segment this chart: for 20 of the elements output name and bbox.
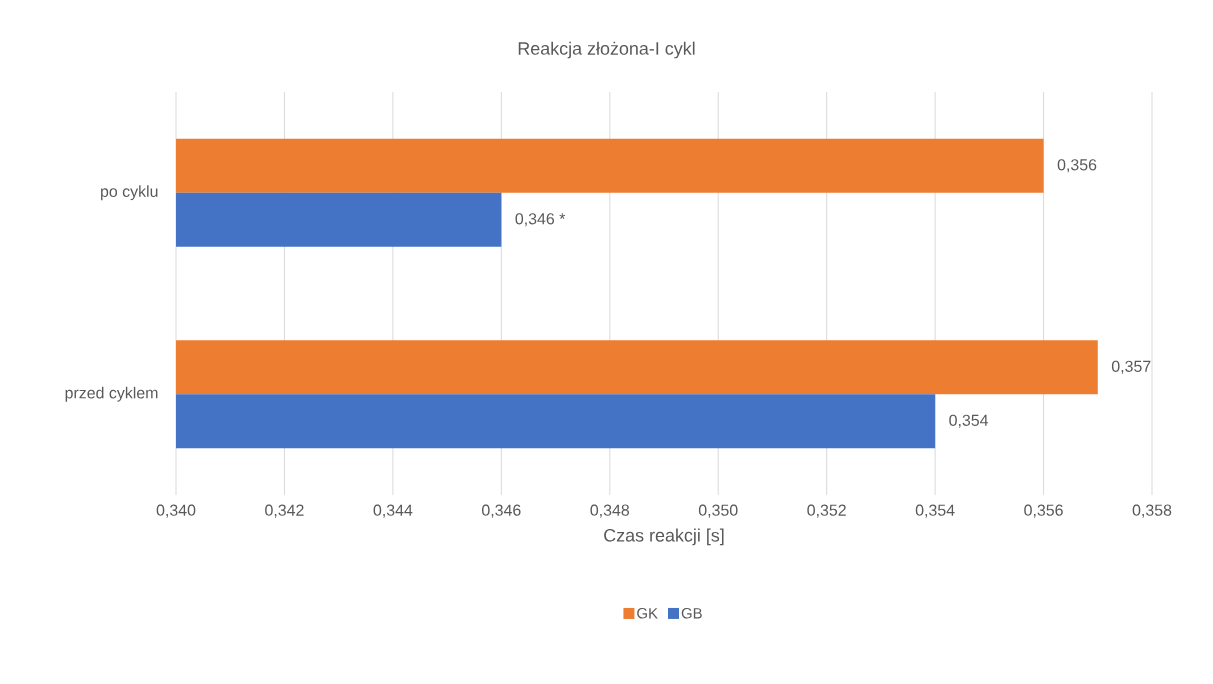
x-tick-label: 0,340 bbox=[156, 504, 196, 518]
x-tick-label: 0,342 bbox=[265, 504, 304, 518]
data-label: 0,357 bbox=[1111, 360, 1151, 374]
data-label: 0,346 * bbox=[515, 213, 566, 227]
x-tick-label: 0,358 bbox=[1132, 504, 1172, 518]
legend-label: GK bbox=[637, 607, 658, 619]
x-tick-label: 0,354 bbox=[915, 504, 955, 518]
x-tick-label: 0,352 bbox=[807, 504, 846, 518]
x-tick-label: 0,348 bbox=[590, 504, 630, 518]
x-tick-label: 0,346 bbox=[482, 504, 521, 518]
y-tick-label: przed cyklem bbox=[65, 386, 158, 402]
x-tick-label: 0,344 bbox=[373, 504, 413, 518]
chart-title: Reakcja złożona-I cykl bbox=[518, 41, 695, 59]
x-tick-label: 0,350 bbox=[698, 504, 738, 518]
data-label: 0,356 bbox=[1057, 159, 1097, 173]
data-label: 0,354 bbox=[949, 414, 989, 428]
legend-label: GB bbox=[681, 607, 702, 619]
y-tick-label: po cyklu bbox=[101, 185, 158, 201]
x-tick-label: 0,356 bbox=[1024, 504, 1063, 518]
x-axis-title: Czas reakcji [s] bbox=[604, 528, 724, 546]
